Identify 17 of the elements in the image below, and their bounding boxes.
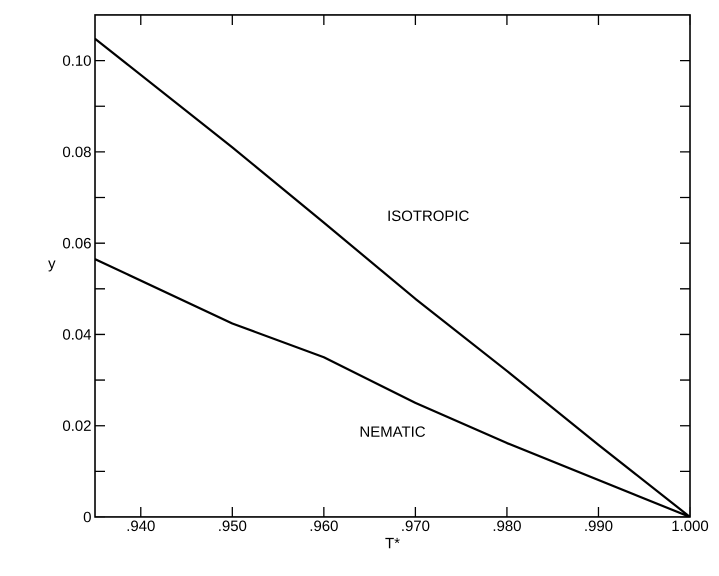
x-tick-label: .950 bbox=[219, 520, 246, 532]
y-tick-label: 0.08 bbox=[62, 146, 91, 158]
x-tick-label: 1.000 bbox=[672, 520, 708, 532]
x-tick-label: .960 bbox=[310, 520, 338, 532]
annotation: NEMATIC bbox=[360, 426, 426, 437]
y-tick-label: 0.04 bbox=[62, 329, 92, 340]
x-tick-label: .980 bbox=[494, 520, 521, 532]
x-tick-label: .940 bbox=[128, 520, 155, 532]
y-tick-label: 0 bbox=[84, 512, 91, 522]
x-tick-label: .990 bbox=[585, 520, 612, 532]
x-axis-title: T* bbox=[385, 538, 400, 548]
y-axis-title: y bbox=[48, 260, 56, 272]
x-tick-label: .970 bbox=[402, 520, 430, 532]
y-tick-label: 0.10 bbox=[62, 55, 91, 66]
y-tick-label: 0.02 bbox=[62, 420, 91, 431]
annotation: ISOTROPIC bbox=[388, 210, 469, 222]
y-tick-label: 0.06 bbox=[62, 238, 91, 248]
